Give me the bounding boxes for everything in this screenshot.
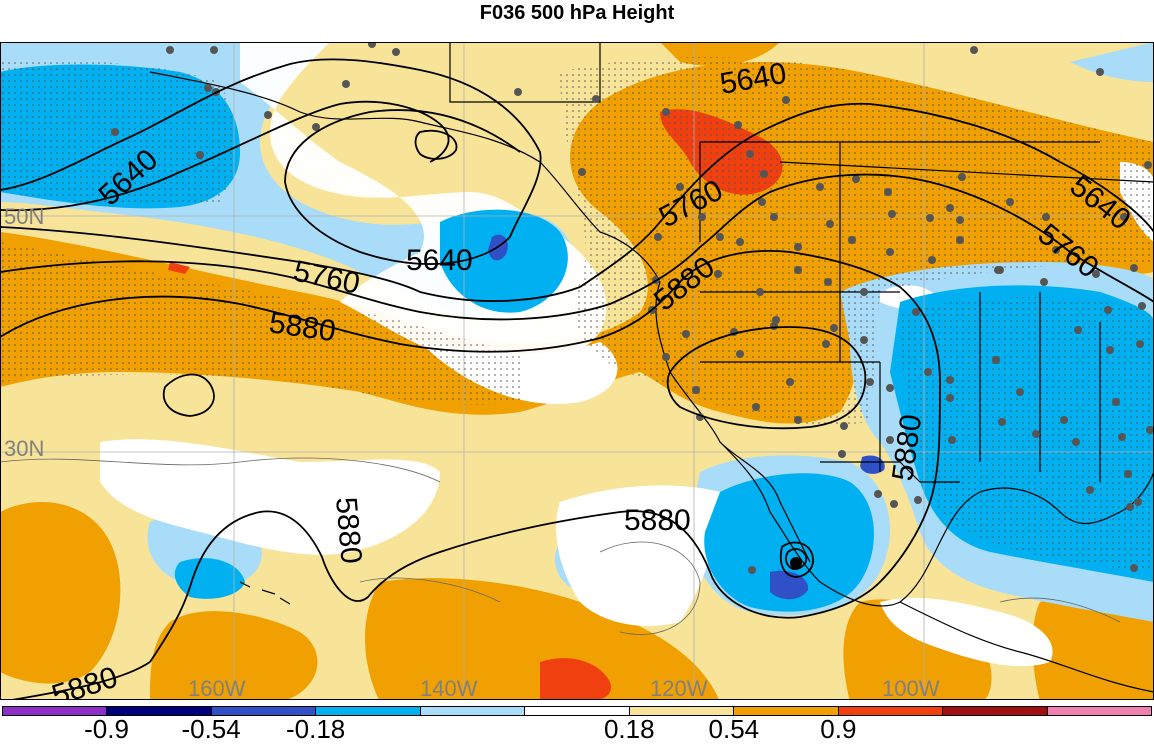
colorbar-segment: [838, 707, 944, 715]
colorbar-tick-label: -0.9: [84, 714, 129, 744]
stippling: [0, 57, 1154, 572]
map-plot: 50N 30N 160W 140W 120W 100W 5640 5640 56…: [0, 42, 1154, 701]
contour-label: 5880: [329, 496, 368, 565]
colorbar-segment: [107, 707, 212, 715]
colorbar-segment: [629, 707, 735, 715]
chart-title: F036 500 hPa Height: [479, 2, 675, 24]
height-contours: [0, 58, 1154, 700]
contour-label: 5880: [624, 504, 691, 537]
strong-negative-anomaly-regions: [488, 234, 885, 600]
colorbar-tick-label: 0.9: [820, 714, 857, 744]
storm-center-marker: [790, 557, 802, 569]
thin-contours: [0, 457, 1121, 635]
lon-label-160w: 160W: [188, 676, 246, 701]
coastlines: [149, 42, 1154, 693]
colorbar-tick-label: -0.18: [285, 714, 346, 744]
colorbar-segment: [734, 707, 839, 715]
lon-label-140w: 140W: [420, 676, 478, 701]
colorbar-segment: [943, 707, 1048, 715]
contour-label: 5640: [406, 244, 473, 277]
colorbar-segment: [525, 707, 630, 715]
colorbar-segment: [1047, 707, 1151, 715]
colorbar-segment: [211, 707, 317, 715]
colorbar: [2, 706, 1152, 716]
colorbar-segment: [316, 707, 421, 715]
colorbar-tick-label: 0.18: [603, 714, 655, 744]
colorbar-tick-label: -0.54: [181, 714, 241, 744]
colorbar-segment: [420, 707, 526, 715]
colorbar-segment: [3, 707, 108, 715]
colorbar-tick-label: 0.54: [708, 714, 760, 744]
lon-label-100w: 100W: [882, 676, 940, 701]
lon-label-120w: 120W: [650, 676, 708, 701]
lat-label-30n: 30N: [4, 436, 44, 461]
lat-label-50n: 50N: [4, 204, 44, 229]
